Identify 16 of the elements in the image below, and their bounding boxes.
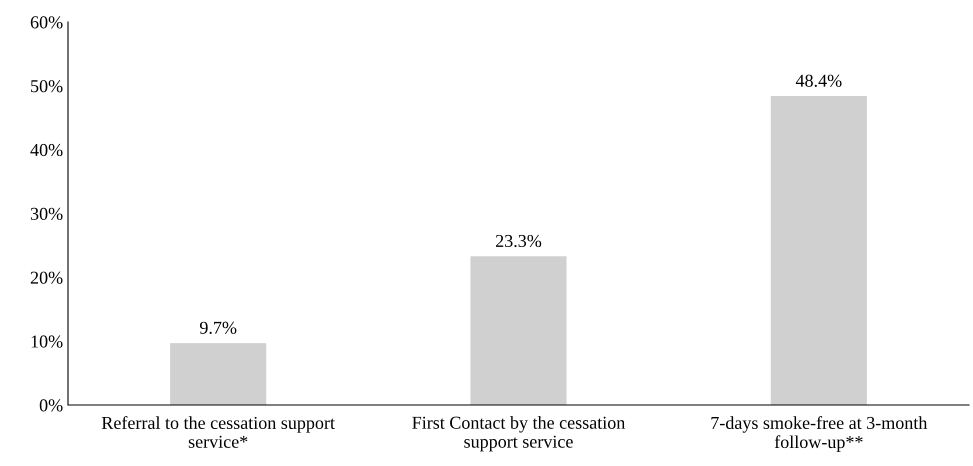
data-label: 48.4%: [796, 74, 842, 87]
bar: [770, 96, 867, 405]
x-tick-label: Referral to the cessation support service*: [102, 416, 335, 448]
bar: [170, 343, 266, 405]
data-label: 23.3%: [496, 234, 542, 248]
y-tick-label: 60%: [30, 16, 63, 28]
y-tick-label: 0%: [40, 399, 63, 412]
y-tick-label: 40%: [30, 144, 63, 156]
x-tick-label: First Contact by the cessation support service: [412, 416, 626, 452]
y-tick-label: 50%: [31, 80, 63, 92]
y-tick-label: 20%: [30, 272, 63, 284]
y-tick-label: 10%: [32, 335, 63, 348]
data-label: 9.7%: [200, 322, 236, 334]
bar: [470, 256, 567, 405]
y-tick-label: 30%: [30, 208, 63, 220]
x-tick-label: 7-days smoke-free at 3-month follow-up**: [711, 416, 928, 452]
